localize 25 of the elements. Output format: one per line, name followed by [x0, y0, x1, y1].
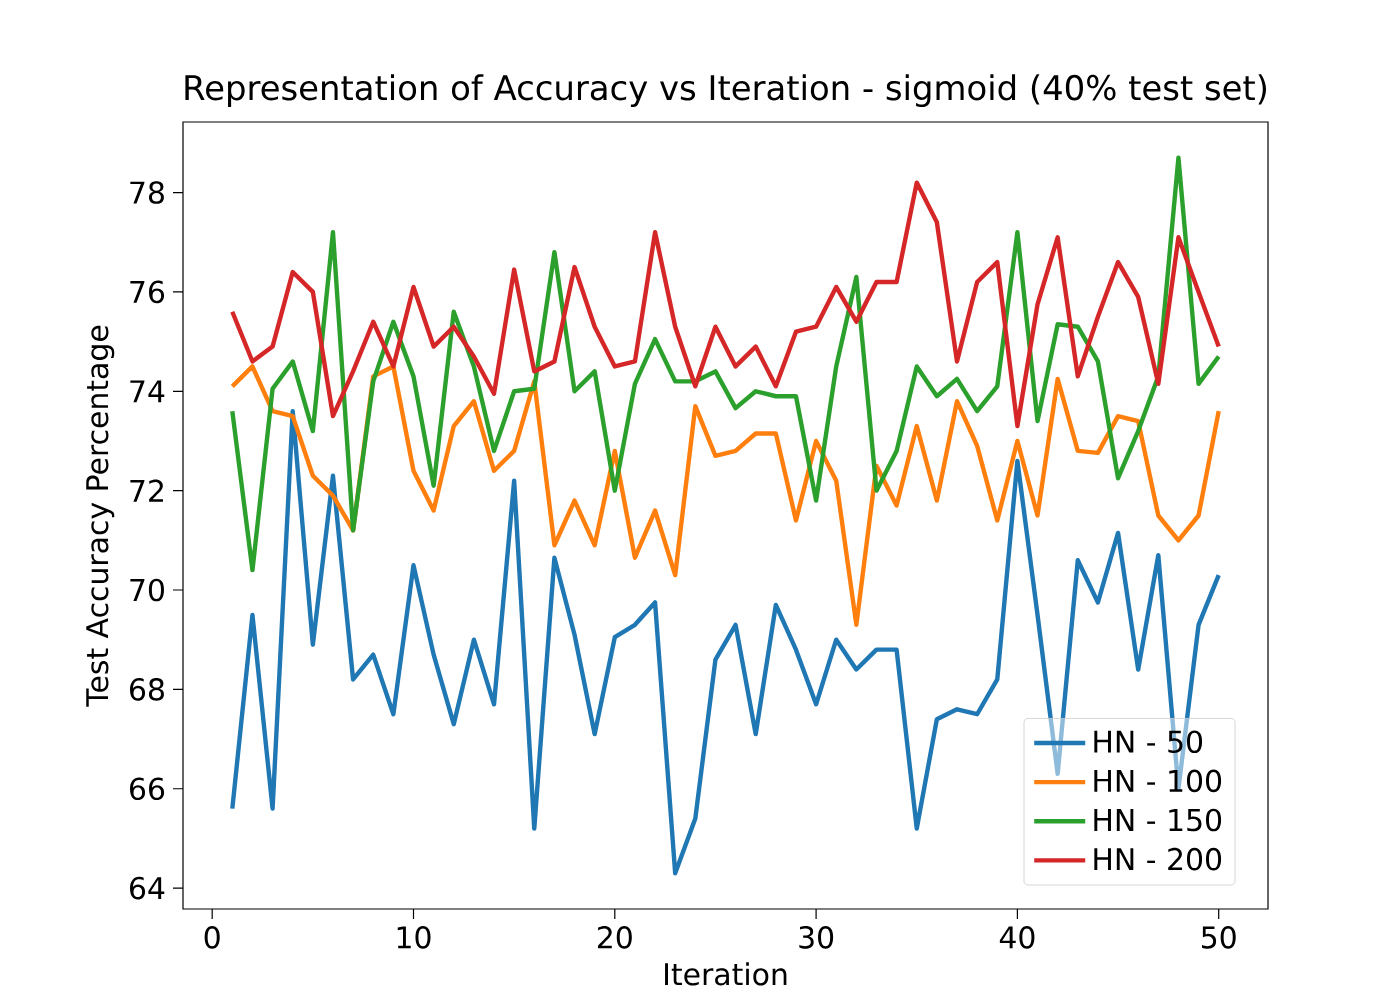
line-series: [230, 364, 1221, 627]
line-series: [230, 180, 1221, 429]
y-tick-label: 66: [130, 777, 165, 801]
y-tick-label: 78: [130, 181, 164, 204]
x-axis-title: Iteration: [665, 962, 787, 986]
y-tick-label: 74: [130, 380, 165, 403]
legend-label: HN - 100: [1094, 769, 1222, 793]
y-axis-title: Test Accuracy Percentage: [86, 325, 115, 707]
x-tick-label: 10: [397, 926, 431, 949]
x-tick-label: 40: [999, 926, 1035, 949]
line-series: [230, 155, 1221, 573]
y-tick-label: 72: [130, 479, 163, 502]
x-tick-label: 30: [799, 926, 834, 949]
x-tick-label: 20: [597, 926, 632, 949]
x-tick-label: 50: [1201, 926, 1236, 949]
y-tick-label: 70: [130, 578, 164, 602]
y-tick-label: 64: [130, 876, 165, 900]
line-series: [230, 408, 1221, 876]
y-tick-label: 76: [130, 280, 165, 304]
y-tick-label: 68: [130, 678, 164, 701]
x-tick-label: 0: [204, 926, 220, 949]
legend-label: HN - 50: [1094, 730, 1203, 754]
chart-title: Representation of Accuracy vs Iteration - sigmoid (40% test set): [185, 74, 1267, 107]
legend-label: HN - 150: [1094, 808, 1222, 832]
legend-label: HN - 200: [1094, 847, 1222, 871]
